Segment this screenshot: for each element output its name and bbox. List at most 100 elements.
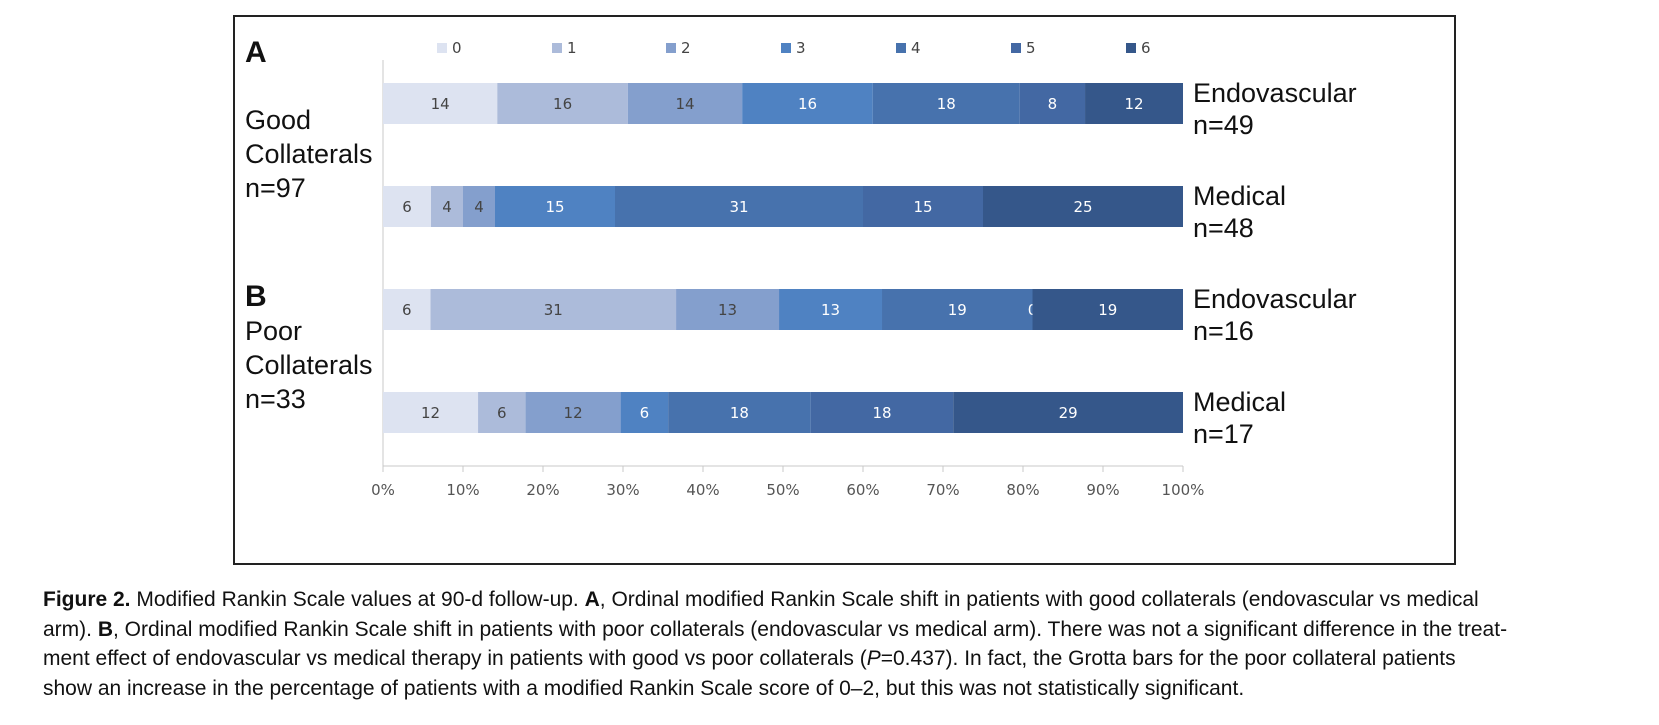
bar-segment-p0-r0-s2 xyxy=(627,83,743,124)
bar-segment-p0-r0-s5 xyxy=(1019,83,1086,124)
bar-segment-p0-r1-s0 xyxy=(383,186,431,227)
data-label-p0-r1-s2: 4 xyxy=(474,198,484,216)
bar-segment-p1-r0-s3 xyxy=(779,289,883,330)
figure-frame: 0 1 2 3 4 5 6 0% 10% 20% 30% 40% 50% 60% 70% 80% 90% 100%… xyxy=(233,15,1456,565)
legend-label-2: 2 xyxy=(681,39,691,57)
caption-line: ment effect of endovascular vs medical t… xyxy=(43,644,1643,674)
caption-run: A xyxy=(584,588,600,611)
x-tick-label-4: 40% xyxy=(686,481,719,499)
row-label-p1-r1-1: n=17 xyxy=(1193,419,1254,449)
bar-segment-p0-r0-s0 xyxy=(383,83,498,124)
bar-segment-p0-r1-s1 xyxy=(431,186,463,227)
data-label-p1-r0-s3: 13 xyxy=(821,301,840,319)
panel-letter-B: B xyxy=(245,280,267,313)
legend-label-0: 0 xyxy=(452,39,462,57)
group-label-0-2: n=97 xyxy=(245,173,306,203)
legend-label-4: 4 xyxy=(911,39,921,57)
bar-segment-p1-r0-s2 xyxy=(676,289,780,330)
bar-segment-p1-r1-s1 xyxy=(478,392,526,433)
data-label-p1-r1-s2: 12 xyxy=(564,404,583,422)
bar-segment-p1-r1-s0 xyxy=(383,392,479,433)
legend-label-3: 3 xyxy=(796,39,806,57)
caption-line: show an increase in the percentage of pa… xyxy=(43,674,1643,704)
bar-segment-p0-r1-s3 xyxy=(495,186,615,227)
legend-swatch-2 xyxy=(666,43,676,53)
row-label-p0-r1-1: n=48 xyxy=(1193,213,1254,243)
data-label-p0-r0-s2: 14 xyxy=(675,95,694,113)
x-tick-label-5: 50% xyxy=(766,481,799,499)
caption-line: Figure 2. Modified Rankin Scale values a… xyxy=(43,585,1643,615)
legend-swatch-1 xyxy=(552,43,562,53)
row-label-p1-r0-0: Endovascular xyxy=(1193,284,1357,314)
legend-label-1: 1 xyxy=(567,39,577,57)
data-label-p1-r0-s2: 13 xyxy=(718,301,737,319)
group-label-0-0: Good xyxy=(245,105,311,135)
caption-run: , Ordinal modified Rankin Scale shift in… xyxy=(599,588,1479,611)
legend-swatch-3 xyxy=(781,43,791,53)
bar-segment-p1-r1-s5 xyxy=(810,392,954,433)
data-label-p0-r1-s1: 4 xyxy=(442,198,452,216)
caption-run: show an increase in the percentage of pa… xyxy=(43,676,1245,700)
bar-segment-p0-r1-s6 xyxy=(983,186,1183,227)
legend-swatch-4 xyxy=(896,43,906,53)
caption-run: Modified Rankin Scale values at 90-d fol… xyxy=(130,588,585,611)
x-tick-label-0: 0% xyxy=(371,481,395,499)
data-label-p0-r0-s3: 16 xyxy=(798,95,817,113)
data-label-p1-r1-s5: 18 xyxy=(872,404,891,422)
row-label-p0-r0-0: Endovascular xyxy=(1193,78,1357,108)
data-label-p1-r1-s6: 29 xyxy=(1059,404,1078,422)
caption-run: arm). xyxy=(43,617,98,641)
data-label-p1-r0-s0: 6 xyxy=(402,301,412,319)
x-tick-label-3: 30% xyxy=(606,481,639,499)
x-tick-label-6: 60% xyxy=(846,481,879,499)
panel-letter-A: A xyxy=(245,36,267,69)
bar-segment-p1-r0-s4 xyxy=(882,289,1033,330)
bar-segment-p1-r0-s6 xyxy=(1032,289,1183,330)
data-label-p0-r0-s0: 14 xyxy=(431,95,450,113)
row-label-p1-r1-0: Medical xyxy=(1193,387,1286,417)
x-tick-label-9: 90% xyxy=(1086,481,1119,499)
bar-segment-p1-r1-s3 xyxy=(620,392,669,433)
data-label-p1-r0-s1: 31 xyxy=(544,301,563,319)
bar-segment-p0-r1-s5 xyxy=(863,186,983,227)
bar-segment-p0-r0-s4 xyxy=(872,83,1020,124)
x-tick-label-1: 10% xyxy=(446,481,479,499)
row-label-p1-r0-1: n=16 xyxy=(1193,316,1254,346)
x-tick-label-8: 80% xyxy=(1006,481,1039,499)
group-label-1-1: Collaterals xyxy=(245,350,373,380)
bar-segment-p1-r1-s4 xyxy=(668,392,811,433)
group-label-1-0: Poor xyxy=(245,316,302,346)
caption-run: , Ordinal modified Rankin Scale shift in… xyxy=(113,617,1508,641)
bar-segment-p1-r0-s1 xyxy=(430,289,677,330)
data-label-p1-r1-s3: 6 xyxy=(640,404,650,422)
legend-swatch-6 xyxy=(1126,43,1136,53)
grotta-bar-chart: 0 1 2 3 4 5 60% 10% 20% 30% 40% 50% 60% 70% 80% 90% 100%… xyxy=(245,36,1357,499)
data-label-p1-r0-s6: 19 xyxy=(1098,301,1117,319)
caption-line: arm). B, Ordinal modified Rankin Scale s… xyxy=(43,615,1643,645)
bar-segment-p0-r1-s4 xyxy=(615,186,863,227)
bar-segment-p0-r0-s3 xyxy=(742,83,873,124)
data-label-p0-r1-s0: 6 xyxy=(402,198,412,216)
row-label-p0-r0-1: n=49 xyxy=(1193,110,1254,140)
bar-segment-p0-r1-s2 xyxy=(463,186,495,227)
data-label-p0-r0-s4: 18 xyxy=(937,95,956,113)
caption-run: B xyxy=(97,617,113,641)
bar-segment-p1-r1-s2 xyxy=(525,392,621,433)
caption-run: ment effect of endovascular vs medical t… xyxy=(43,647,867,670)
legend-label-6: 6 xyxy=(1141,39,1151,57)
data-label-p0-r1-s5: 15 xyxy=(913,198,932,216)
group-label-1-2: n=33 xyxy=(245,384,306,414)
caption-run: P xyxy=(866,647,881,670)
data-label-p1-r0-s5: 0 xyxy=(1028,301,1038,319)
data-label-p1-r1-s4: 18 xyxy=(730,404,749,422)
caption-run: Figure 2. xyxy=(43,588,131,611)
data-label-p0-r1-s4: 31 xyxy=(729,198,748,216)
x-tick-label-7: 70% xyxy=(926,481,959,499)
x-tick-label-10: 100% xyxy=(1162,481,1205,499)
bar-segment-p0-r0-s1 xyxy=(497,83,628,124)
data-label-p0-r1-s3: 15 xyxy=(545,198,564,216)
data-label-p1-r1-s0: 12 xyxy=(421,404,440,422)
row-label-p0-r1-0: Medical xyxy=(1193,181,1286,211)
bar-segment-p1-r0-s0 xyxy=(383,289,431,330)
bar-segment-p0-r0-s6 xyxy=(1085,83,1183,124)
